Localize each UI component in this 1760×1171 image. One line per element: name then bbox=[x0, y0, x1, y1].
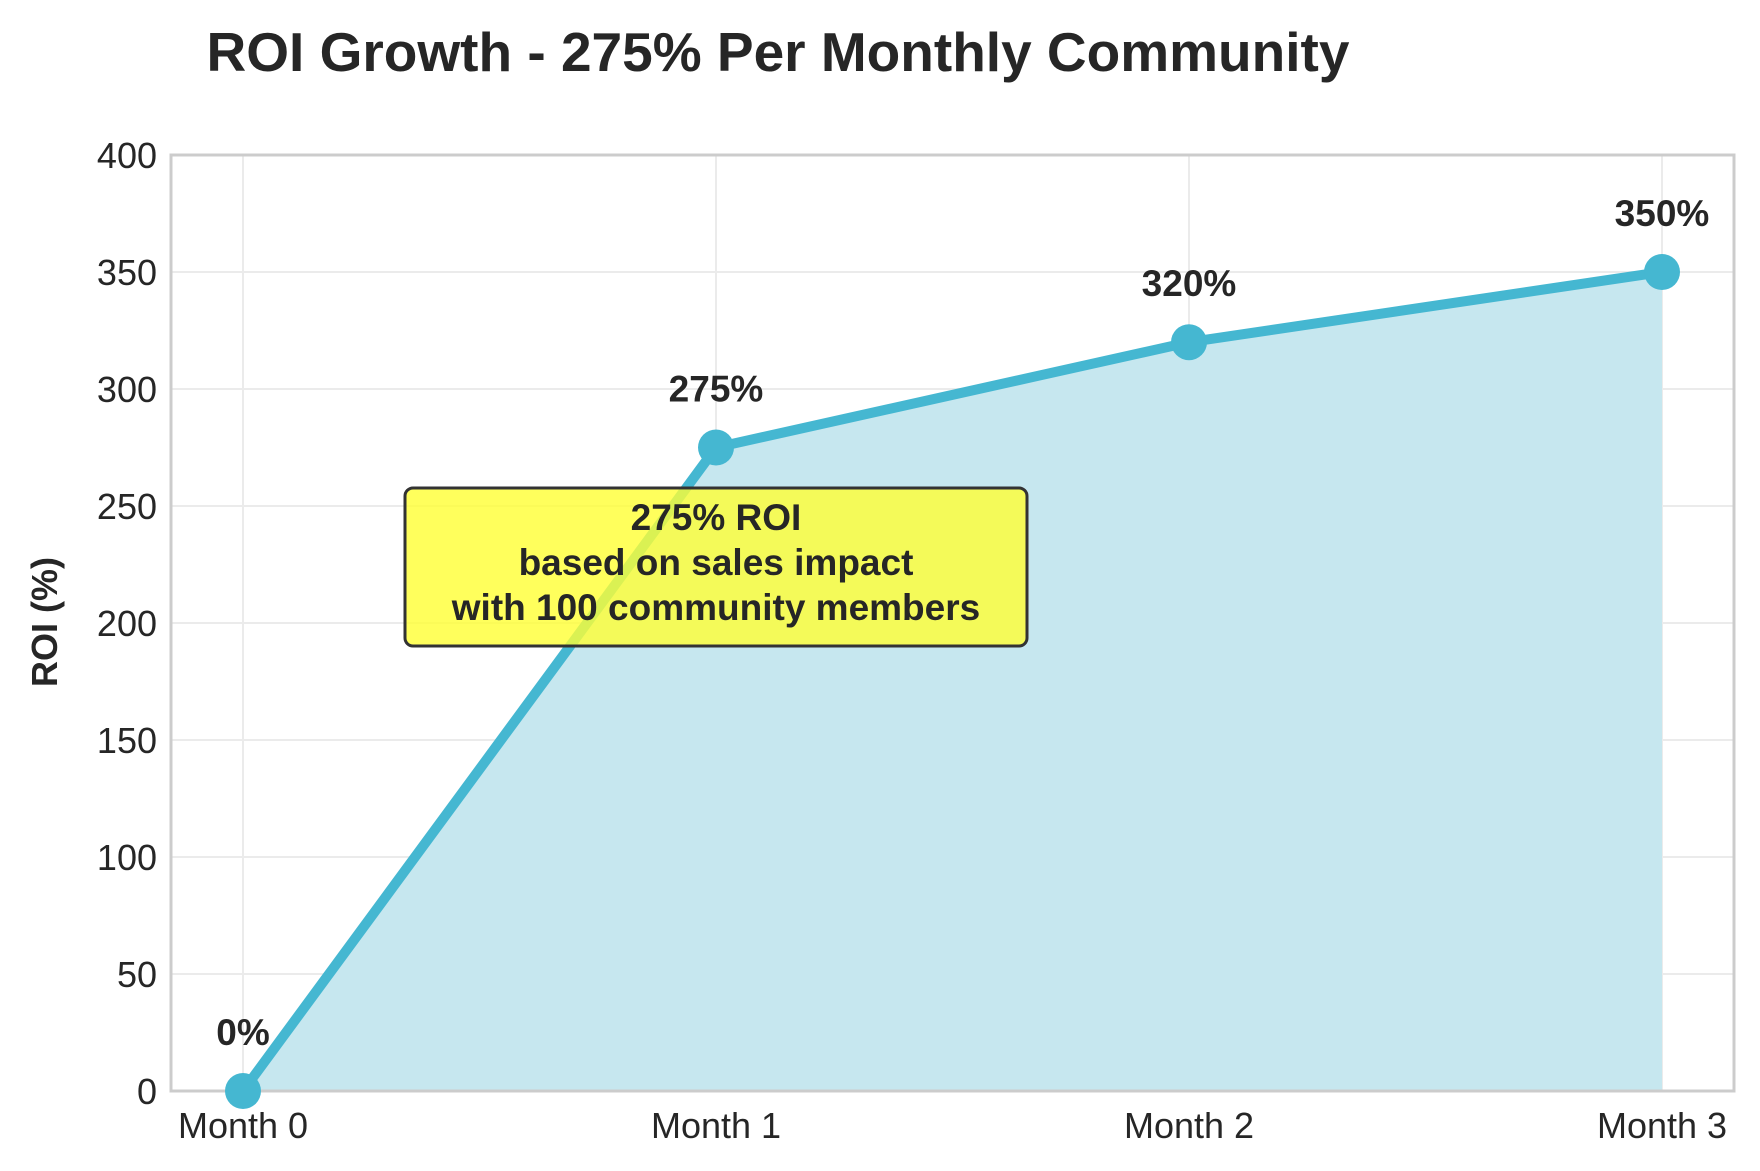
data-label: 0% bbox=[216, 1012, 269, 1053]
y-tick-label: 300 bbox=[97, 369, 157, 410]
data-label: 275% bbox=[669, 369, 764, 410]
x-tick-label: Month 1 bbox=[651, 1105, 781, 1146]
area-shape bbox=[243, 272, 1662, 1091]
data-point bbox=[1644, 254, 1680, 290]
y-tick-label: 0 bbox=[137, 1071, 157, 1112]
y-tick-label: 200 bbox=[97, 603, 157, 644]
area-fill bbox=[243, 272, 1662, 1091]
y-tick-label: 350 bbox=[97, 252, 157, 293]
annotation-line-3: with 100 community members bbox=[451, 587, 980, 628]
annotation-line-1: 275% ROI bbox=[631, 497, 802, 538]
annotation-background bbox=[403, 486, 1029, 648]
x-axis-ticks: Month 0 Month 1 Month 2 Month 3 bbox=[178, 1105, 1727, 1146]
data-point bbox=[225, 1073, 261, 1109]
y-tick-label: 150 bbox=[97, 720, 157, 761]
annotation-line-2: based on sales impact bbox=[519, 542, 914, 583]
y-tick-label: 50 bbox=[117, 954, 157, 995]
data-points bbox=[225, 254, 1680, 1109]
roi-annotation-box: 275% ROI based on sales impact with 100 … bbox=[403, 486, 1029, 648]
data-point bbox=[1171, 324, 1207, 361]
data-label: 320% bbox=[1142, 263, 1237, 304]
series-line bbox=[238, 267, 1667, 1096]
chart-title: ROI Growth - 275% Per Monthly Community bbox=[207, 21, 1350, 83]
axes-frame bbox=[169, 153, 1736, 1093]
roi-line bbox=[238, 267, 1667, 1096]
data-point bbox=[698, 429, 734, 466]
y-tick-label: 250 bbox=[97, 486, 157, 527]
y-axis-label: ROI (%) bbox=[24, 557, 65, 687]
x-tick-label: Month 3 bbox=[1597, 1105, 1727, 1146]
x-tick-label: Month 0 bbox=[178, 1105, 308, 1146]
y-axis-ticks: 0 50 100 150 200 250 300 350 400 bbox=[97, 135, 157, 1112]
data-labels: 0% 275% 320% 350% bbox=[216, 193, 1709, 1053]
y-tick-label: 400 bbox=[97, 135, 157, 176]
x-tick-label: Month 2 bbox=[1124, 1105, 1254, 1146]
plot-frame bbox=[169, 153, 1736, 1093]
data-label: 350% bbox=[1615, 193, 1710, 234]
y-tick-label: 100 bbox=[97, 837, 157, 878]
